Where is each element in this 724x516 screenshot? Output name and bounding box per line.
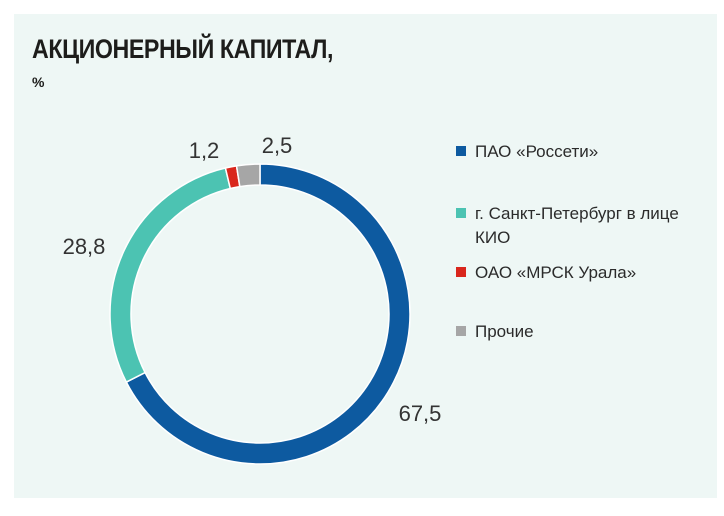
data-label-other: 2,5 xyxy=(262,133,293,158)
legend-item-spb-kio: г. Санкт-Петербург в лице КИО xyxy=(456,202,715,250)
slice-spb-kio xyxy=(109,167,232,384)
legend-swatch xyxy=(456,146,466,156)
chart-title: АКЦИОНЕРНЫЙ КАПИТАЛ, xyxy=(32,34,333,64)
chart-unit: % xyxy=(32,74,45,90)
legend-label: ОАО «МРСК Урала» xyxy=(475,263,637,282)
data-label-spb-kio: 28,8 xyxy=(63,234,106,259)
legend-swatch xyxy=(456,326,466,336)
legend-item-mrsk-urala: ОАО «МРСК Урала» xyxy=(456,261,715,285)
data-label-mrsk-urala: 1,2 xyxy=(189,138,220,163)
legend-label: ПАО «Россети» xyxy=(475,142,599,161)
legend-swatch xyxy=(456,208,466,218)
data-label-rosseti: 67,5 xyxy=(399,401,442,426)
legend-item-other: Прочие xyxy=(456,320,715,344)
legend-label: г. Санкт-Петербург в лице КИО xyxy=(475,204,679,247)
legend-item-rosseti: ПАО «Россети» xyxy=(456,140,715,164)
legend-swatch xyxy=(456,267,466,277)
legend-label: Прочие xyxy=(475,322,534,341)
slice-rosseti xyxy=(125,163,411,465)
slice-other xyxy=(235,163,261,188)
